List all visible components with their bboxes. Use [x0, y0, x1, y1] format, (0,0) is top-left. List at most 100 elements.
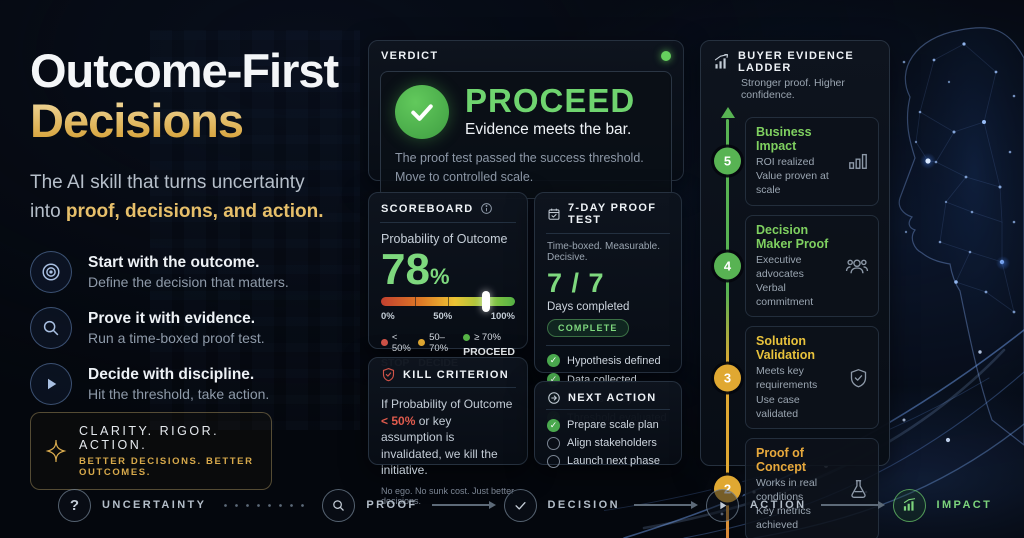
flow-label: DECISION [547, 499, 620, 511]
arrow-connector [820, 501, 885, 508]
divider [380, 387, 516, 388]
divider [546, 409, 670, 410]
ladder-body: 5 Business Impact ROI realized Value pro… [701, 103, 889, 538]
bullet-title: Start with the outcome. [88, 253, 260, 271]
level-title: Decision Maker Proof [756, 222, 829, 251]
level-line-1: Executive advocates [756, 253, 804, 280]
people-icon [845, 256, 869, 276]
bullet-title: Decide with discipline. [88, 365, 255, 383]
kill-body-threshold: < 50% [381, 413, 416, 428]
level-line-1: Meets key requirements [756, 365, 818, 392]
level-title: Business Impact [756, 125, 812, 153]
buyer-evidence-ladder-panel: BUYER EVIDENCE LADDER Stronger proof. Hi… [700, 40, 890, 538]
legend-dot-yellow [418, 339, 426, 347]
action-label: Prepare scale plan [567, 419, 659, 431]
badge-line-2: BETTER DECISIONS. BETTER OUTCOMES. [79, 456, 254, 478]
shield-check-icon [848, 367, 869, 388]
days-progress: 7 / 7 [547, 268, 605, 298]
target-icon [30, 250, 72, 293]
ladder-header-label: BUYER EVIDENCE LADDER [738, 50, 854, 74]
legend-range: 50–70% [429, 331, 449, 354]
gauge-scale: 0% 50% 100% [381, 311, 515, 322]
bar-chart-icon [892, 488, 926, 522]
flow-label: IMPACT [936, 499, 993, 511]
level-number-badge: 5 [714, 147, 741, 175]
hero-section: Outcome-First Decisions The AI skill that… [30, 46, 362, 419]
verdict-desc-line-2: Move to controlled scale. [395, 169, 534, 184]
magnifier-icon [322, 488, 356, 522]
flow-step-uncertainty: ? UNCERTAINTY [58, 488, 206, 522]
days-label: Days completed [547, 301, 630, 313]
checklist-item: ✓ Hypothesis defined [535, 352, 681, 369]
gauge-tick [414, 296, 416, 306]
proof-test-label: 7-DAY PROOF TEST [568, 202, 657, 226]
hero-subtitle: The AI skill that turns uncertainty into… [30, 168, 362, 227]
flow-label: ACTION [749, 499, 807, 511]
legend-proceed: ≥ 70% PROCEED [463, 332, 515, 369]
subtitle-line-2-prefix: into [30, 201, 66, 223]
complete-badge: COMPLETE [547, 319, 629, 337]
action-label: Align stakeholders [567, 437, 657, 449]
ladder-arrow-up-icon [720, 107, 735, 118]
dotted-connector [220, 502, 309, 508]
kill-criterion-label: KILL CRITERION [403, 368, 509, 381]
bullet-discipline: Decide with discipline. Hit the threshol… [30, 362, 362, 405]
bullet-outcome: Start with the outcome. Define the decis… [30, 250, 362, 293]
arrow-right-circle-icon [547, 391, 561, 405]
magnifier-icon [30, 306, 72, 349]
proof-test-header: 7-DAY PROOF TEST [535, 193, 681, 233]
flow-label: PROOF [366, 499, 418, 511]
kill-criterion-panel: KILL CRITERION If Probability of Outcome… [368, 357, 528, 506]
level-line-2: Value proven at scale [756, 170, 829, 197]
level-number-badge: 3 [714, 364, 741, 392]
ladder-subtitle: Stronger proof. Higher confidence. [741, 77, 845, 101]
question-icon: ? [58, 488, 91, 522]
calendar-icon [547, 207, 561, 221]
bar-chart-icon [847, 151, 869, 171]
divider [380, 222, 516, 223]
sparkle-icon [45, 438, 67, 464]
scale-100: 100% [490, 310, 515, 322]
level-line-1: ROI realized [756, 156, 815, 168]
level-line-2: Verbal commitment [756, 281, 814, 309]
probability-gauge [381, 290, 515, 312]
scoreboard-header: SCOREBOARD [369, 193, 527, 222]
scale-50: 50% [433, 310, 453, 322]
arrow-connector [431, 501, 496, 508]
kill-criterion-header: KILL CRITERION [369, 358, 527, 387]
next-action-header: NEXT ACTION [535, 382, 681, 409]
ladder-level-5: 5 Business Impact ROI realized Value pro… [714, 117, 879, 206]
hero-bullets: Start with the outcome. Define the decis… [30, 250, 362, 405]
level-line-2: Key metrics achieved [756, 505, 811, 532]
badge-line-1: CLARITY. RIGOR. ACTION. [79, 424, 220, 452]
gauge-tick [448, 296, 449, 306]
background-texture [150, 30, 360, 430]
bullet-evidence: Prove it with evidence. Run a time-boxed… [30, 306, 362, 349]
scoreboard-panel: SCOREBOARD Probability of Outcome 78% 0%… [368, 192, 528, 369]
shield-alert-icon [381, 367, 396, 382]
verdict-header-label: VERDICT [381, 50, 439, 62]
kill-criterion-body: If Probability of Outcome < 50% or key a… [369, 395, 527, 479]
info-icon[interactable] [480, 202, 493, 215]
scoreboard-header-label: SCOREBOARD [381, 202, 474, 215]
action-item: Align stakeholders [535, 435, 681, 451]
process-flow-bar: ? UNCERTAINTY PROOF DECISION ACTION IMPA… [58, 486, 992, 524]
scale-0: 0% [381, 310, 395, 322]
title-line-2: Decisions [30, 95, 362, 146]
clarity-badge: CLARITY. RIGOR. ACTION. BETTER DECISIONS… [30, 412, 272, 490]
subtitle-line-1: The AI skill that turns uncertainty [30, 171, 305, 193]
checkbox-checked[interactable]: ✓ [547, 418, 560, 432]
ladder-header: BUYER EVIDENCE LADDER [701, 41, 889, 81]
gauge-marker[interactable] [481, 290, 490, 312]
legend-range: < 50% [391, 331, 411, 354]
kill-criterion-footnote: No ego. No sunk cost. Just better decisi… [381, 485, 515, 506]
ladder-level-4: 4 Decision Maker Proof Executive advocat… [714, 214, 879, 318]
flask-icon [848, 479, 869, 500]
kill-body-suffix: or key assumption is invalidated, we kil… [381, 413, 498, 478]
metric-label: Probability of Outcome [381, 232, 508, 246]
checkbox-unchecked[interactable] [547, 436, 560, 450]
bullet-desc: Hit the threshold, take action. [88, 385, 270, 402]
checkbox-unchecked[interactable] [547, 454, 560, 468]
next-action-panel: NEXT ACTION ✓ Prepare scale plan Align s… [534, 381, 682, 468]
play-icon [705, 488, 739, 522]
